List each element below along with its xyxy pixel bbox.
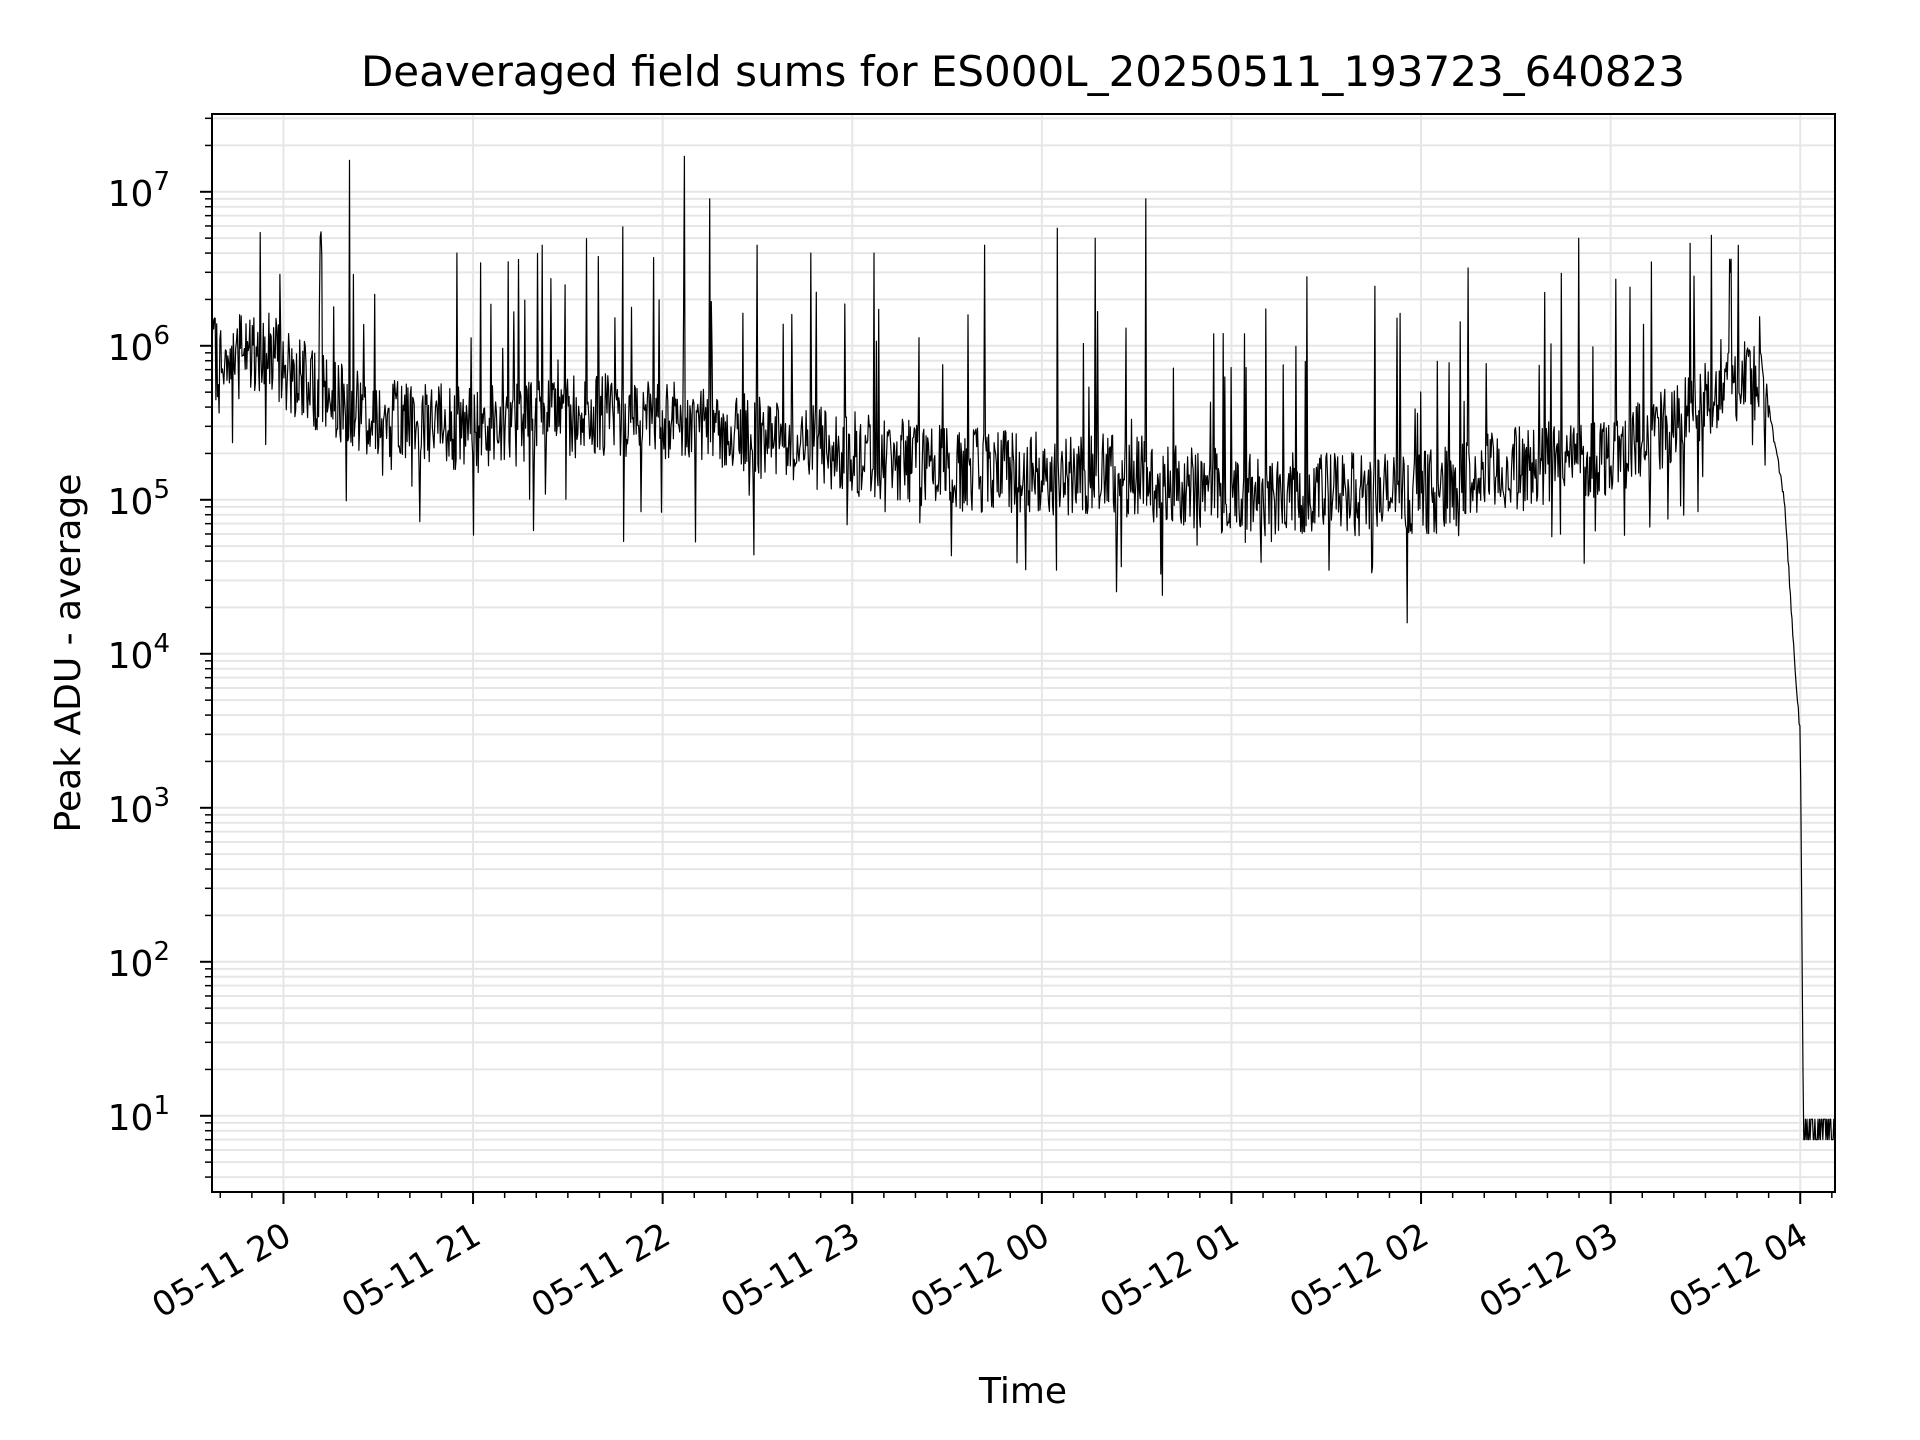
x-tick-label: 05-12 01	[1094, 1215, 1246, 1326]
series-layer	[211, 155, 1836, 1141]
y-tick-base: 10	[108, 482, 154, 523]
x-tick-label: 05-12 03	[1473, 1215, 1625, 1326]
y-tick-exponent: 5	[153, 475, 170, 505]
x-tick-label: 05-12 00	[904, 1215, 1056, 1326]
y-tick-label: 101	[108, 1091, 170, 1139]
y-tick-base: 10	[108, 1098, 154, 1139]
y-tick-label: 107	[108, 167, 170, 215]
y-tick-base: 10	[108, 174, 154, 215]
x-tick-labels: 05-11 20 05-11 21 05-11 22 05-11 23 05-12 00…	[146, 1215, 1815, 1326]
x-tick-label: 05-11 21	[335, 1215, 487, 1326]
x-tick-label: 05-12 02	[1283, 1215, 1435, 1326]
y-tick-exponent: 7	[153, 167, 170, 197]
y-tick-exponent: 4	[153, 629, 170, 659]
y-tick-exponent: 2	[153, 937, 170, 967]
series-line	[211, 155, 1836, 1141]
x-axis-label: Time	[978, 1371, 1067, 1412]
x-tick-label: 05-11 20	[146, 1215, 298, 1326]
y-tick-exponent: 3	[153, 783, 170, 813]
axis-ticks	[200, 117, 1833, 1204]
minor-gridlines	[212, 117, 1835, 1179]
y-tick-exponent: 1	[153, 1091, 170, 1121]
y-tick-base: 10	[108, 328, 154, 369]
y-tick-label: 106	[108, 321, 170, 369]
y-tick-base: 10	[108, 944, 154, 985]
chart-title: Deaveraged field sums for ES000L_2025051…	[361, 47, 1685, 96]
x-tick-label: 05-11 23	[714, 1215, 866, 1326]
y-tick-label: 104	[108, 629, 170, 677]
y-axis-label: Peak ADU - average	[48, 474, 89, 833]
y-tick-exponent: 6	[153, 321, 170, 351]
y-tick-base: 10	[108, 636, 154, 677]
y-tick-base: 10	[108, 790, 154, 831]
y-tick-label: 105	[108, 475, 170, 523]
y-tick-label: 102	[108, 937, 170, 985]
y-tick-label: 103	[108, 783, 170, 831]
x-tick-label: 05-11 22	[525, 1215, 677, 1326]
major-gridlines	[212, 114, 1835, 1192]
x-tick-label: 05-12 04	[1662, 1215, 1814, 1326]
